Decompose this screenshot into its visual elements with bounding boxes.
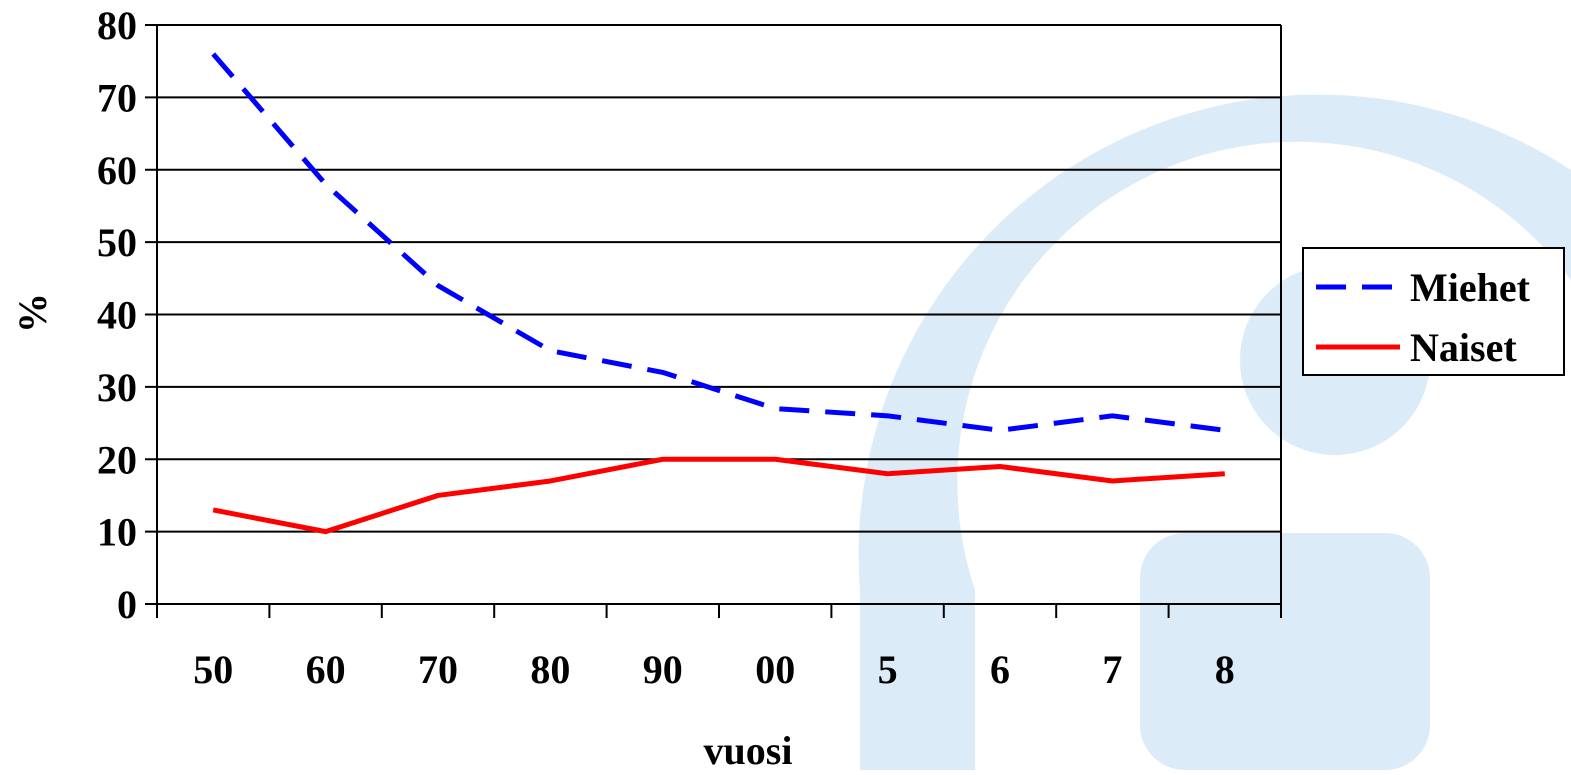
x-tick-label: 80	[530, 647, 570, 692]
x-tick-label: 90	[643, 647, 683, 692]
grid	[157, 24, 1281, 533]
watermark-arc	[858, 94, 1571, 771]
y-tick-label: 50	[97, 220, 137, 265]
x-tick-label: 6	[990, 647, 1010, 692]
x-tick-label: 70	[418, 647, 458, 692]
series-line-naiset	[212, 456, 1225, 535]
axes: 0 10 20 30 40 50 60 70 80 50 60 70 80 90 00 5 6 7 8	[97, 3, 1282, 692]
series	[211, 52, 1226, 535]
y-tick-label: 70	[97, 75, 137, 120]
x-tick-label: 7	[1102, 647, 1122, 692]
y-tick-label: 10	[97, 510, 137, 555]
legend-label: Miehet	[1410, 265, 1531, 310]
y-tick-label: 80	[97, 3, 137, 48]
x-tick-label: 60	[306, 647, 346, 692]
y-tick-label: 20	[97, 437, 137, 482]
x-tick-label: 00	[755, 647, 795, 692]
x-tick-label: 50	[193, 647, 233, 692]
y-tick-label: 60	[97, 148, 137, 193]
x-tick-label: 8	[1215, 647, 1235, 692]
y-tick-label: 30	[97, 365, 137, 410]
y-axis-label: %	[10, 293, 55, 333]
series-line-miehet	[211, 52, 1226, 433]
x-tick-label: 5	[878, 647, 898, 692]
x-axis-label: vuosi	[704, 728, 793, 770]
y-tick-label: 0	[117, 582, 137, 627]
y-tick-label: 40	[97, 293, 137, 338]
watermark-stem	[1140, 533, 1430, 770]
legend-label: Naiset	[1410, 325, 1517, 370]
legend-box	[1302, 247, 1565, 376]
legend: Miehet Naiset	[1302, 247, 1565, 376]
